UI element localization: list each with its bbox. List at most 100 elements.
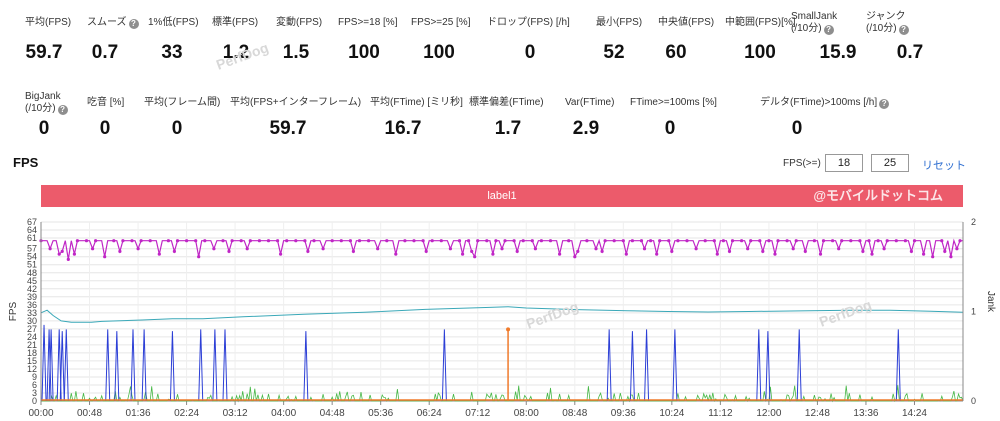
jank-spike[interactable] — [41, 324, 47, 402]
help-icon[interactable]: ? — [879, 99, 890, 109]
fps-point[interactable] — [767, 239, 771, 243]
fps-point[interactable] — [600, 249, 604, 253]
fps-point[interactable] — [630, 239, 635, 243]
fps-point[interactable] — [130, 239, 134, 243]
fps-point[interactable] — [667, 239, 671, 243]
fps-point[interactable] — [248, 239, 252, 243]
jank-spike[interactable] — [198, 329, 204, 402]
fps-point[interactable] — [567, 239, 571, 243]
fps-point[interactable] — [876, 239, 880, 243]
fps-point[interactable] — [715, 252, 719, 256]
fps-point[interactable] — [761, 249, 765, 253]
fps-point[interactable] — [885, 239, 889, 243]
fps-point[interactable] — [476, 239, 480, 243]
fps-threshold-input-1[interactable] — [825, 154, 863, 172]
fps-point[interactable] — [321, 247, 325, 251]
fps-point[interactable] — [548, 239, 553, 243]
fps-point[interactable] — [576, 249, 580, 253]
fps-point[interactable] — [740, 239, 744, 243]
fps-point[interactable] — [103, 255, 107, 259]
help-icon[interactable]: ? — [823, 25, 834, 35]
jank-spike[interactable] — [629, 331, 635, 402]
fps-point[interactable] — [118, 249, 122, 253]
fps-point[interactable] — [655, 252, 659, 256]
fps-point[interactable] — [882, 247, 886, 251]
fps-point[interactable] — [658, 239, 662, 243]
jank-spike[interactable] — [59, 331, 65, 402]
fps-point[interactable] — [112, 239, 116, 243]
fps-point[interactable] — [912, 239, 917, 243]
fps-point[interactable] — [894, 239, 898, 243]
help-icon[interactable]: ? — [128, 19, 139, 29]
fps-point[interactable] — [758, 239, 762, 243]
fps-point[interactable] — [276, 239, 280, 243]
fps-point[interactable] — [903, 239, 908, 243]
fps-point[interactable] — [203, 239, 207, 243]
jank-spike[interactable] — [63, 329, 69, 402]
fps-point[interactable] — [821, 239, 826, 243]
fps-point[interactable] — [840, 239, 844, 243]
fps-point[interactable] — [512, 239, 516, 243]
fps-point[interactable] — [348, 239, 352, 243]
fps-point[interactable] — [621, 239, 625, 243]
fps-point[interactable] — [84, 239, 89, 243]
fps-point[interactable] — [676, 239, 680, 243]
fps-point[interactable] — [312, 239, 316, 243]
fps-point[interactable] — [773, 252, 777, 256]
fps-point[interactable] — [185, 239, 189, 243]
fps-point[interactable] — [943, 249, 947, 253]
fps-point[interactable] — [194, 239, 198, 243]
fps-point[interactable] — [909, 249, 914, 253]
fps-point[interactable] — [749, 239, 753, 243]
fps-point[interactable] — [197, 255, 201, 259]
jank-spike[interactable] — [105, 329, 111, 402]
jank-spike[interactable] — [130, 329, 136, 402]
fps-point[interactable] — [831, 239, 835, 243]
fps-point[interactable] — [727, 249, 732, 253]
jank-spike[interactable] — [303, 331, 309, 402]
fps-point[interactable] — [491, 252, 495, 256]
fps-point[interactable] — [279, 252, 283, 256]
fps-point[interactable] — [245, 247, 249, 251]
reset-link[interactable]: リセット — [922, 160, 966, 172]
fps-point[interactable] — [585, 239, 589, 243]
fps-point[interactable] — [60, 249, 64, 253]
fps-point[interactable] — [212, 247, 216, 251]
fps-point[interactable] — [712, 239, 716, 243]
jank-spike[interactable] — [48, 329, 54, 402]
fps-point[interactable] — [294, 239, 298, 243]
fps-point[interactable] — [642, 247, 647, 251]
fps-point[interactable] — [624, 252, 628, 256]
fps-point[interactable] — [473, 255, 477, 259]
fps-point[interactable] — [303, 239, 307, 243]
fps-point[interactable] — [794, 239, 798, 243]
fps-point[interactable] — [803, 249, 807, 253]
fps-point[interactable] — [639, 239, 644, 243]
fps-point[interactable] — [867, 239, 871, 243]
fps-point[interactable] — [703, 239, 707, 243]
fps-point[interactable] — [812, 239, 817, 243]
fps-point[interactable] — [157, 252, 161, 256]
fps-point[interactable] — [533, 247, 538, 251]
label-bar[interactable]: label1 @モバイルドットコム — [41, 185, 963, 207]
fps-point[interactable] — [230, 239, 234, 243]
fps-point[interactable] — [485, 239, 489, 243]
fps-point[interactable] — [785, 239, 789, 243]
fps-point[interactable] — [221, 239, 225, 243]
fps-point[interactable] — [376, 247, 380, 251]
fps-point[interactable] — [394, 252, 398, 256]
fps-point[interactable] — [136, 247, 140, 251]
fps-point[interactable] — [48, 247, 52, 251]
fps-point[interactable] — [439, 239, 443, 243]
fps-point[interactable] — [227, 249, 231, 253]
fps-point[interactable] — [521, 239, 525, 243]
fps-point[interactable] — [612, 239, 616, 243]
fps-point[interactable] — [500, 247, 504, 251]
jank-spike[interactable] — [672, 329, 678, 402]
jank-spike[interactable] — [441, 329, 447, 402]
fps-point[interactable] — [958, 239, 962, 243]
fps-point[interactable] — [412, 239, 416, 243]
help-icon[interactable]: ? — [57, 105, 68, 115]
fps-point[interactable] — [266, 239, 271, 243]
fps-point[interactable] — [940, 239, 944, 243]
